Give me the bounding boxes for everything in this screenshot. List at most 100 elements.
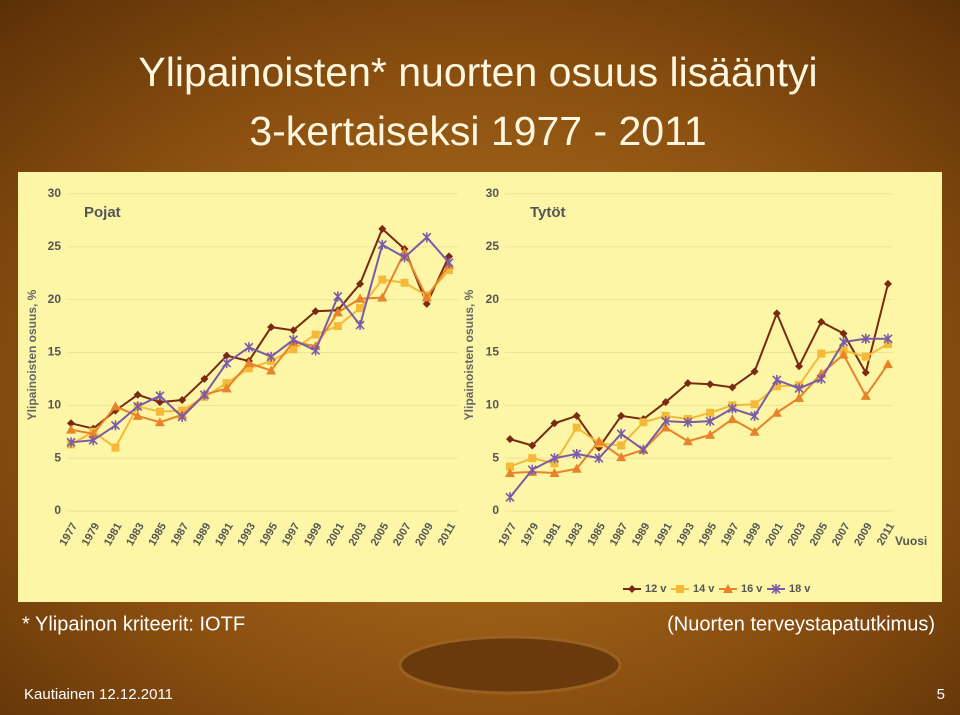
marker [683, 379, 692, 388]
marker [355, 320, 365, 331]
marker [288, 334, 298, 345]
marker [132, 410, 143, 420]
marker [817, 349, 826, 358]
marker [332, 307, 343, 317]
marker [839, 329, 848, 338]
marker [311, 330, 320, 339]
y-axis-label: Ylipainoisten osuus, % [25, 289, 39, 420]
series-line [70, 249, 450, 435]
marker [66, 437, 76, 448]
marker [794, 392, 805, 402]
marker [727, 403, 737, 414]
marker [628, 585, 636, 593]
slide-title: Ylipainoisten* nuorten osuus lisääntyi [138, 49, 817, 95]
marker [772, 374, 782, 385]
legend: 12 v 14 v 16 v 18 v [623, 583, 811, 595]
marker [333, 322, 342, 331]
marker [571, 463, 582, 473]
marker [266, 365, 277, 375]
marker [421, 292, 432, 302]
marker [750, 410, 760, 421]
y-tick-label: 15 [48, 345, 62, 359]
y-tick-label: 5 [492, 450, 499, 464]
footnote: * Ylipainon kriteerit: IOTF [22, 613, 245, 635]
marker [377, 239, 387, 250]
marker [378, 224, 387, 233]
marker [617, 411, 626, 420]
marker [377, 292, 388, 302]
page-number: 5 [937, 686, 945, 703]
marker [593, 436, 604, 446]
marker [660, 422, 671, 432]
marker [705, 429, 716, 439]
y-tick-label: 20 [486, 292, 500, 306]
y-tick-label: 0 [54, 503, 61, 517]
marker [355, 293, 366, 303]
marker [505, 467, 515, 477]
marker [549, 453, 560, 464]
legend-label: 18 v [789, 583, 811, 595]
marker [639, 418, 648, 427]
marker [884, 340, 892, 349]
marker [199, 389, 209, 400]
marker [838, 336, 849, 347]
marker [67, 419, 75, 428]
marker [572, 448, 582, 459]
marker [378, 275, 387, 284]
y-tick-label: 30 [48, 186, 62, 200]
marker [572, 423, 581, 432]
marker [661, 398, 670, 407]
marker [794, 383, 804, 394]
marker [267, 323, 276, 332]
panel-title: Tytöt [530, 204, 566, 221]
marker [528, 454, 537, 463]
marker [838, 349, 849, 359]
marker [221, 383, 232, 393]
marker [884, 279, 892, 288]
legend-label: 14 v [693, 583, 715, 595]
marker [728, 383, 737, 392]
marker [506, 435, 514, 444]
y-tick-label: 5 [54, 450, 61, 464]
marker [883, 359, 893, 369]
marker [682, 436, 693, 446]
panel-title: Pojat [84, 204, 121, 221]
marker [88, 428, 99, 438]
marker [706, 380, 715, 389]
marker [244, 364, 253, 373]
marker [445, 252, 453, 261]
marker [723, 584, 733, 593]
y-tick-label: 25 [486, 239, 500, 253]
marker [550, 419, 559, 428]
marker [572, 411, 581, 420]
y-tick-label: 20 [48, 292, 62, 306]
marker [110, 401, 121, 411]
marker [289, 326, 298, 335]
marker [110, 420, 121, 431]
marker [527, 464, 537, 475]
y-tick-label: 0 [492, 503, 499, 517]
marker [661, 411, 670, 420]
y-axis-label: Ylipainoisten osuus, % [462, 289, 476, 420]
marker [616, 452, 627, 462]
series-line [509, 353, 889, 474]
y-tick-label: 15 [486, 345, 500, 359]
marker [795, 362, 804, 371]
marker [400, 278, 409, 287]
marker [155, 390, 165, 401]
marker [222, 358, 232, 369]
marker [444, 257, 454, 268]
marker [705, 416, 715, 427]
slide-title: 3-kertaiseksi 1977 - 2011 [249, 108, 706, 154]
decor [398, 635, 622, 695]
charts: 0 5 10 15 20 25 30 Pojat Ylipainoisten osuus, % 1… [25, 186, 927, 595]
marker [311, 307, 320, 316]
marker [289, 345, 298, 354]
marker [861, 333, 871, 344]
marker [66, 424, 76, 434]
legend-label: 12 v [645, 583, 667, 595]
series-line [509, 337, 888, 498]
marker [861, 368, 870, 377]
marker [750, 367, 759, 376]
